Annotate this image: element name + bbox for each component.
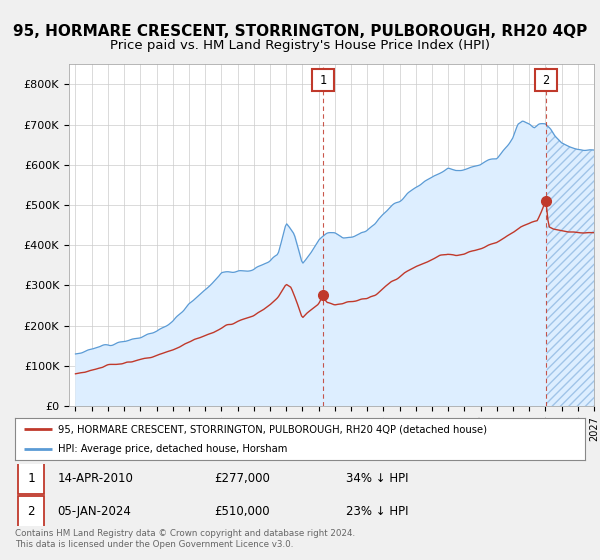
Text: 1: 1 <box>27 472 35 484</box>
Text: 2: 2 <box>27 506 35 519</box>
Text: 05-JAN-2024: 05-JAN-2024 <box>58 506 131 519</box>
Text: 34% ↓ HPI: 34% ↓ HPI <box>346 472 408 484</box>
Text: 1: 1 <box>320 74 326 87</box>
Text: £510,000: £510,000 <box>215 506 270 519</box>
Text: Contains HM Land Registry data © Crown copyright and database right 2024.
This d: Contains HM Land Registry data © Crown c… <box>15 529 355 549</box>
FancyBboxPatch shape <box>19 496 44 528</box>
Text: Price paid vs. HM Land Registry's House Price Index (HPI): Price paid vs. HM Land Registry's House … <box>110 39 490 52</box>
Text: £277,000: £277,000 <box>215 472 271 484</box>
Text: 23% ↓ HPI: 23% ↓ HPI <box>346 506 408 519</box>
FancyBboxPatch shape <box>19 463 44 494</box>
Text: 95, HORMARE CRESCENT, STORRINGTON, PULBOROUGH, RH20 4QP: 95, HORMARE CRESCENT, STORRINGTON, PULBO… <box>13 24 587 39</box>
Text: 14-APR-2010: 14-APR-2010 <box>58 472 134 484</box>
Text: HPI: Average price, detached house, Horsham: HPI: Average price, detached house, Hors… <box>58 444 287 454</box>
Text: 95, HORMARE CRESCENT, STORRINGTON, PULBOROUGH, RH20 4QP (detached house): 95, HORMARE CRESCENT, STORRINGTON, PULBO… <box>58 424 487 434</box>
Text: 2: 2 <box>542 74 550 87</box>
